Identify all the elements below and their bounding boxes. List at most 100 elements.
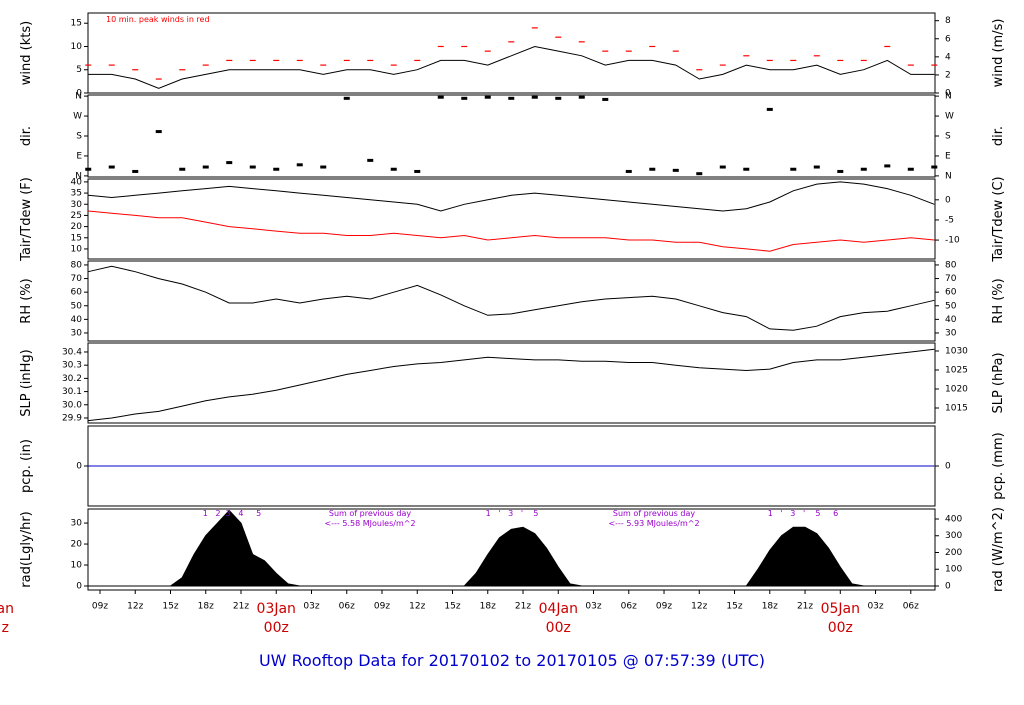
y-tick-label: E [76, 151, 82, 161]
x-tick-label: 06z [621, 602, 637, 612]
y2-tick-label: 1020 [945, 384, 968, 394]
direction-point [860, 167, 867, 171]
x-tick-label: 15z [726, 602, 742, 612]
y-tick-label: 15 [71, 233, 82, 243]
y-tick-label: 0 [76, 89, 82, 99]
direction-point [343, 96, 350, 100]
x-tick-label: 12z [127, 602, 143, 612]
y2-tick-label: 0 [945, 195, 951, 205]
y2-tick-label: -10 [945, 236, 960, 246]
x-tick-label: 15z [444, 602, 460, 612]
radiation-area [87, 509, 935, 587]
direction-point [555, 96, 562, 100]
y2-tick-label: 200 [945, 548, 962, 558]
y2-axis-label: wind (m/s) [991, 19, 1006, 88]
y-tick-label: 30 [71, 200, 83, 210]
direction-point [85, 167, 92, 171]
x-tick-label: 18z [198, 602, 214, 612]
direction-point [672, 168, 679, 172]
direction-point [907, 167, 914, 171]
direction-point [367, 158, 374, 162]
y-tick-label: 15 [71, 19, 82, 29]
x-tick-label: 03z [585, 602, 601, 612]
y-axis-label: dir. [19, 126, 34, 146]
y-tick-label: 30.1 [62, 387, 82, 397]
direction-point [390, 167, 397, 171]
hour-note: 1 ' 3 ' 5 [486, 509, 539, 518]
y-tick-label: 70 [71, 274, 83, 284]
direction-point [578, 95, 585, 99]
y-tick-label: 30 [71, 519, 83, 529]
y2-tick-label: 0 [945, 89, 951, 99]
y-tick-label: 10 [71, 244, 83, 254]
x-tick-label: 18z [762, 602, 778, 612]
direction-point [132, 169, 139, 173]
y-tick-label: 30.2 [62, 374, 82, 384]
direction-point [931, 165, 938, 169]
y2-tick-label: 0 [945, 581, 951, 591]
series-line [88, 181, 935, 212]
annotation: 10 min. peak winds in red [106, 15, 210, 24]
direction-point [226, 161, 233, 165]
x-tick-label: 12z [409, 602, 425, 612]
y2-axis-label: SLP (hPa) [991, 352, 1006, 413]
sum-label: Sum of previous day [613, 509, 695, 518]
x-tick-label: 03z [867, 602, 883, 612]
y2-tick-label: -5 [945, 215, 954, 225]
y2-tick-label: 30 [945, 328, 957, 338]
direction-point [719, 165, 726, 169]
y2-tick-label: 300 [945, 531, 962, 541]
y-tick-label: 40 [71, 315, 83, 325]
y-tick-label: 0 [76, 582, 82, 592]
day-label: 04Jan [539, 601, 578, 617]
day-hour-label: 00z [828, 620, 853, 636]
cut-day-label: an [0, 601, 14, 617]
direction-point [414, 169, 421, 173]
panel-frame [87, 178, 936, 260]
y2-tick-label: 6 [945, 34, 951, 44]
x-tick-label: 06z [903, 602, 919, 612]
y2-tick-label: 8 [945, 16, 951, 26]
panel-frame [87, 12, 936, 94]
direction-point [696, 172, 703, 176]
y2-tick-label: 70 [945, 274, 957, 284]
y-axis-label: SLP (inHg) [19, 349, 34, 417]
y-tick-label: N [75, 171, 82, 181]
y2-tick-label: W [945, 112, 954, 122]
direction-point [602, 97, 609, 101]
y-tick-label: 25 [71, 211, 82, 221]
y2-axis-label: rad (W/m^2) [991, 507, 1006, 592]
direction-point [461, 96, 468, 100]
y-tick-label: 30.0 [62, 400, 82, 410]
y-tick-label: 30.3 [62, 361, 82, 371]
series-line [88, 210, 935, 252]
x-tick-label: 09z [374, 602, 390, 612]
x-tick-label: 21z [797, 602, 813, 612]
day-label: 03Jan [257, 601, 296, 617]
y2-tick-label: 2 [945, 70, 951, 80]
direction-point [249, 165, 256, 169]
direction-point [296, 163, 303, 167]
x-tick-label: 21z [515, 602, 531, 612]
cut-hour-label: z [2, 620, 9, 636]
y2-tick-label: E [945, 151, 951, 161]
panel-frame [87, 94, 936, 178]
x-tick-label: 09z [656, 602, 672, 612]
page-title: UW Rooftop Data for 20170102 to 20170105… [259, 651, 765, 670]
x-tick-label: 12z [691, 602, 707, 612]
x-tick-label: 03z [303, 602, 319, 612]
y2-axis-label: dir. [991, 126, 1006, 146]
series-line [88, 348, 935, 422]
y-tick-label: 30 [71, 328, 83, 338]
y2-tick-label: N [945, 171, 952, 181]
direction-point [273, 167, 280, 171]
direction-point [790, 167, 797, 171]
y-tick-label: 0 [76, 462, 82, 472]
y-tick-label: 10 [71, 42, 83, 52]
panel-frame [87, 342, 936, 424]
x-tick-label: 15z [162, 602, 178, 612]
y2-tick-label: 0 [945, 462, 951, 472]
y2-tick-label: 4 [945, 52, 951, 62]
y2-axis-label: pcp. (mm) [991, 432, 1006, 499]
y-axis-label: wind (kts) [19, 21, 34, 85]
